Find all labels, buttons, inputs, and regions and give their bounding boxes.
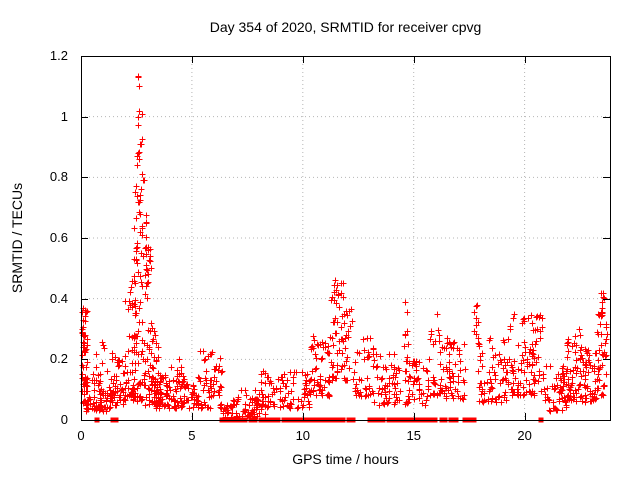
y-tick-label: 1: [60, 108, 68, 124]
y-tick-label: 0: [60, 412, 68, 427]
grid-lines: [81, 56, 610, 420]
chart-title: Day 354 of 2020, SRMTID for receiver cpv…: [209, 19, 482, 35]
y-tick-label: 0.2: [49, 351, 68, 367]
x-tick-label: 20: [517, 428, 532, 443]
x-axis-label: GPS time / hours: [292, 451, 399, 467]
tick-marks: [81, 56, 610, 421]
x-tick-label: 0: [77, 428, 85, 443]
x-tick-label: 10: [295, 428, 311, 443]
y-tick-label: 0.8: [49, 169, 68, 185]
y-tick-label: 1.2: [49, 48, 68, 63]
x-tick-label: 5: [188, 428, 196, 443]
y-tick-label: 0.4: [49, 290, 68, 306]
y-tick-label: 0.6: [49, 230, 68, 245]
scatter-points: [79, 73, 611, 421]
x-tick-label: 15: [406, 428, 421, 443]
